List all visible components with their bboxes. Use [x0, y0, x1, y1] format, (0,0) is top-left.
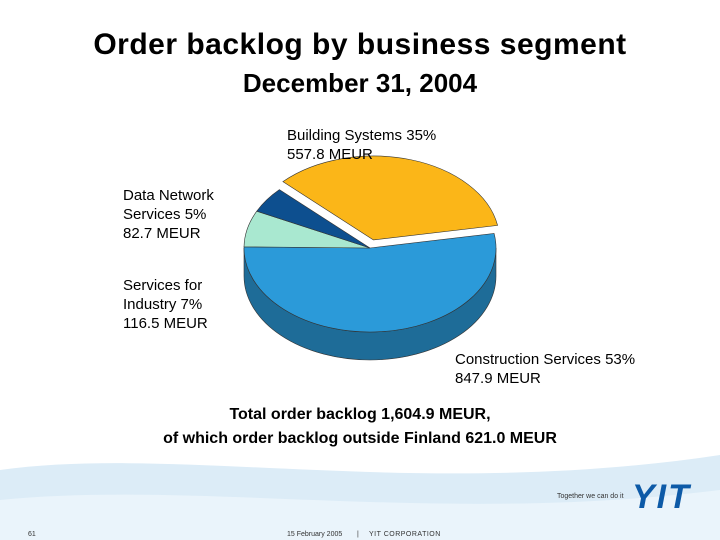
- amount-label: 557.8 MEUR: [287, 146, 373, 163]
- category-label: Building Systems: [287, 127, 403, 144]
- company: YIT CORPORATION: [369, 531, 441, 538]
- amount-label: 116.5 MEUR: [123, 315, 208, 332]
- value-label: 7%: [180, 296, 203, 313]
- chart-subtitle: December 31, 2004: [242, 68, 478, 98]
- amount-label: 847.9 MEUR: [455, 370, 541, 387]
- slice-label: Building Systems 35% 557.8 MEUR: [287, 126, 517, 164]
- slogan: Together we can do it: [557, 493, 624, 500]
- wave: [0, 490, 720, 540]
- separator: |: [357, 531, 359, 538]
- slice-label: Construction Services 53% 847.9 MEUR: [455, 350, 685, 388]
- chart-title: Order backlog by business segment: [93, 28, 627, 61]
- page-number: 61: [28, 531, 36, 538]
- slice-label: Data Network Services 5% 82.7 MEUR: [123, 186, 228, 243]
- slice: [243, 233, 497, 333]
- note: of which order backlog outside Finland 6…: [163, 430, 557, 447]
- date: 15 February 2005: [287, 531, 343, 538]
- slice: [256, 189, 371, 249]
- amount-label: 82.7 MEUR: [123, 225, 201, 242]
- category-label: Services for Industry: [123, 277, 203, 313]
- slice-label: Services for Industry 7% 116.5 MEUR: [123, 276, 228, 333]
- note: Total order backlog 1,604.9 MEUR,: [229, 406, 491, 423]
- value-label: 35%: [406, 127, 437, 144]
- logo: YIT: [632, 478, 691, 516]
- slice: [282, 155, 498, 241]
- value-label: 53%: [605, 351, 636, 368]
- category-label: Data Network Services: [123, 187, 214, 223]
- category-label: Construction Services: [455, 351, 601, 368]
- value-label: 5%: [184, 206, 207, 223]
